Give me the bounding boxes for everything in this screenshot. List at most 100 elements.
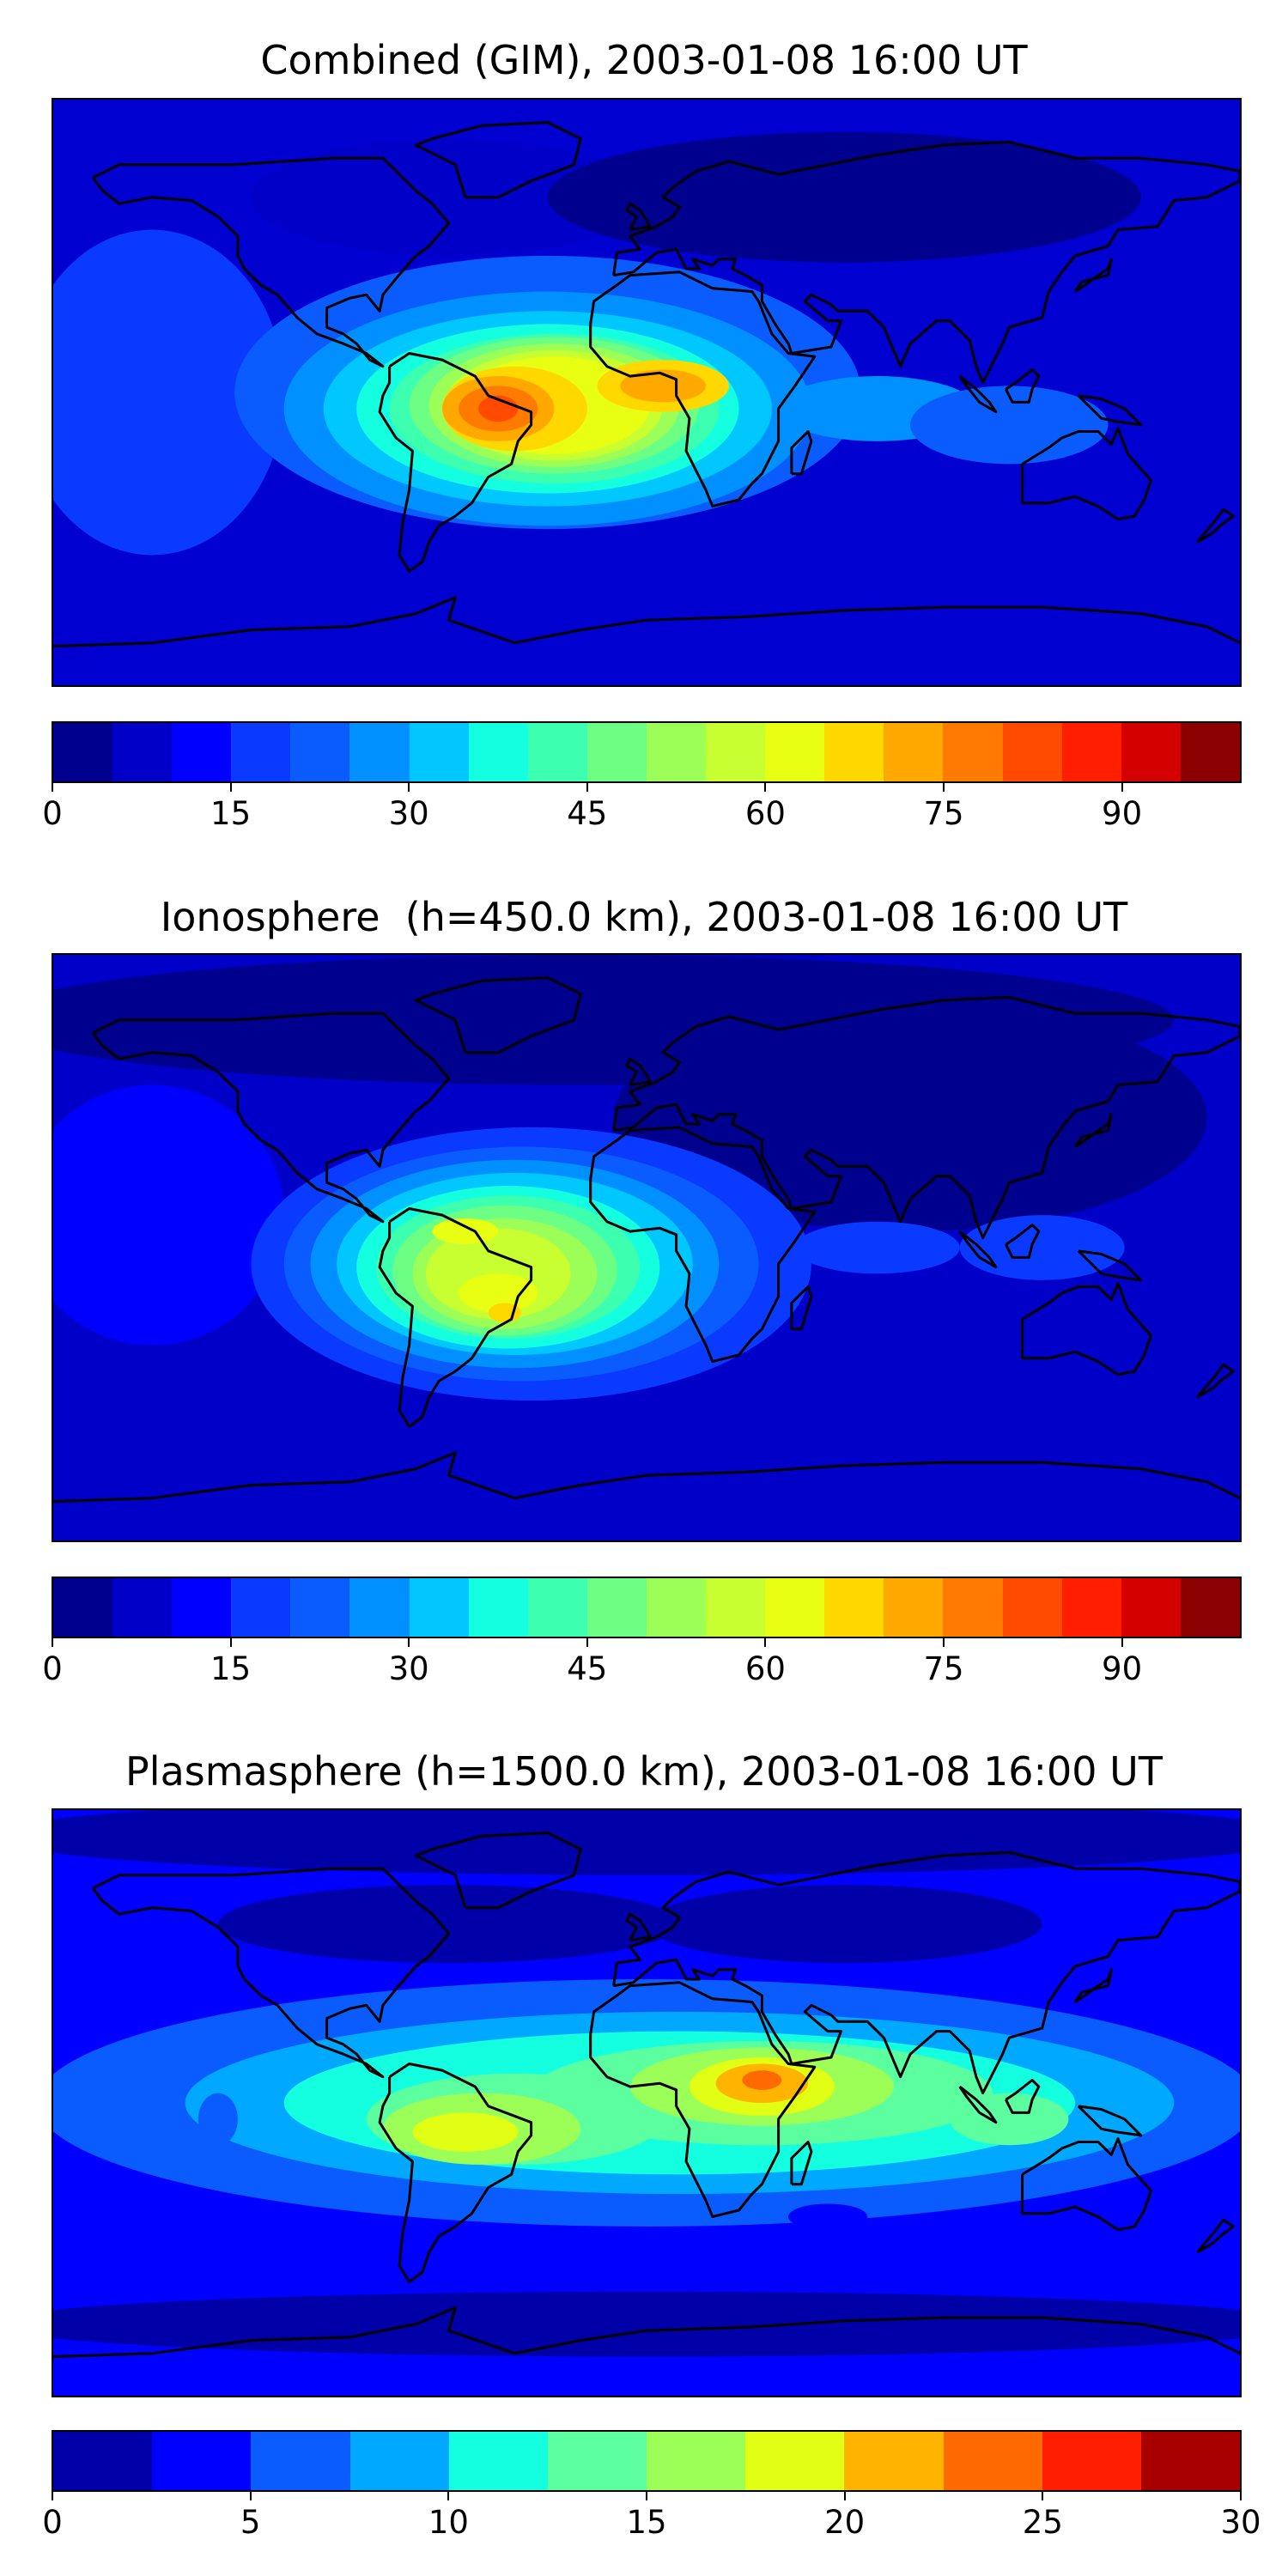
colorbar-segment [765,723,825,781]
colorbar-segment [409,1578,469,1637]
colorbar-segment [824,1578,884,1637]
contour-band-3 [53,2291,1240,2357]
colorbar-segment [1140,2432,1240,2490]
colorbar-segment [646,1578,707,1637]
coastline-north-america [91,1867,451,2079]
tick-mark [249,2490,252,2500]
colorbar-segment [547,2432,647,2490]
colorbar-segment [884,1578,944,1637]
colorbar-segment [349,723,410,781]
contour-band-13 [432,1218,499,1245]
coastline-sumatra [958,2085,998,2124]
tick-label: 0 [42,2504,63,2541]
colorbar-segment [231,723,291,781]
tick-mark [1121,1637,1123,1647]
coastline-eurasia [612,140,1240,385]
coastline-south-america [378,1207,533,1428]
coastline-madagascar [790,1285,813,1331]
tick-mark [229,781,232,792]
coastline-borneo [1005,368,1041,404]
tick-mark [764,1637,767,1647]
colorbar-segment [231,1578,291,1637]
coastline-japan [1073,1113,1113,1148]
tick-mark [52,2490,53,2500]
colorbar-segment [290,723,350,781]
contour-band-2 [53,229,284,556]
coastline-australia [1021,2137,1152,2232]
colorbar-segment [1042,2432,1141,2490]
coastline-australia [1021,1282,1152,1376]
coastline-eurasia [612,1850,1240,2095]
colorbar-segment [349,2432,449,2490]
contour-band-16 [959,1215,1125,1280]
colorbar-segment [290,1578,350,1637]
heatmap-combined [53,100,1240,685]
tick-label: 15 [210,795,252,832]
colorbar-segment [646,723,707,781]
colorbar-segment [586,723,647,781]
heatmap-ionosphere [53,955,1240,1540]
coastline-new-guinea [1077,1249,1143,1282]
colorbar-segment [112,723,173,781]
contour-band-19 [910,386,1109,465]
colorbar-segment [1180,1578,1240,1637]
tick-label: 30 [388,795,429,832]
coastline-greenland [414,1832,582,1910]
coastline-north-america [91,1012,451,1224]
tick-mark [646,2490,647,2500]
tick-label: 5 [240,2504,261,2541]
tick-label: 60 [744,795,786,832]
coastline-eurasia [612,995,1240,1240]
colorbar-segment [1002,1578,1062,1637]
contour-band-12 [459,1273,538,1313]
colorbar-segment [943,1578,1003,1637]
tick-label: 75 [923,795,964,832]
tick-label: 25 [1022,2504,1063,2541]
colorbar-segment [1061,1578,1121,1637]
coastline-antarctica [53,2306,1240,2358]
colorbar-segment [172,723,232,781]
tick-mark [408,781,410,792]
coastline-africa [589,1126,817,1364]
tick-label: 45 [567,795,608,832]
panel-title-combined: Combined (GIM), 2003-01-08 16:00 UT [260,37,1028,83]
contour-band-2 [53,1084,284,1346]
colorbar-ticks-combined: 0 15 30 45 60 75 90 [42,781,1242,833]
coastline-south-america [378,352,533,573]
colorbar-segment [884,723,944,781]
colorbar-segment [468,1578,528,1637]
colorbar-segment [1002,723,1062,781]
coastline-greenland [414,976,582,1054]
colorbar-segment [586,1578,647,1637]
coastline-new-guinea [1077,394,1143,427]
colorbar-segment [112,1578,173,1637]
coastline-borneo [1005,2079,1041,2114]
colorbar-segment [824,723,884,781]
map-ionosphere [52,953,1242,1542]
colorbar-plasmasphere [52,2430,1242,2492]
colorbar-segment [409,723,469,781]
coastline-uk [625,1057,652,1087]
coastline-sumatra [958,1230,998,1269]
contour-band-2 [647,1885,1042,1964]
colorbar-segment [706,723,766,781]
tick-mark [586,1637,588,1647]
tick-mark [1121,781,1123,792]
coastline-new-guinea [1077,2105,1143,2137]
coastline-north-america [91,156,451,368]
heatmap-plasmasphere [53,1810,1240,2396]
tick-label: 15 [210,1650,252,1687]
tick-mark [764,781,767,792]
tick-mark [447,2490,450,2500]
coastline-madagascar [790,430,813,476]
colorbar-segment [527,1578,587,1637]
colorbar-segment [745,2432,845,2490]
coastline-uk [625,202,652,232]
colorbar-segment [53,2432,153,2490]
contour-band-0 [53,1810,1240,1875]
tick-mark [408,1637,410,1647]
colorbar-segment [527,723,587,781]
contour-band-1 [547,131,1141,263]
tick-label: 90 [1102,795,1143,832]
coastline-antarctica [53,1451,1240,1503]
